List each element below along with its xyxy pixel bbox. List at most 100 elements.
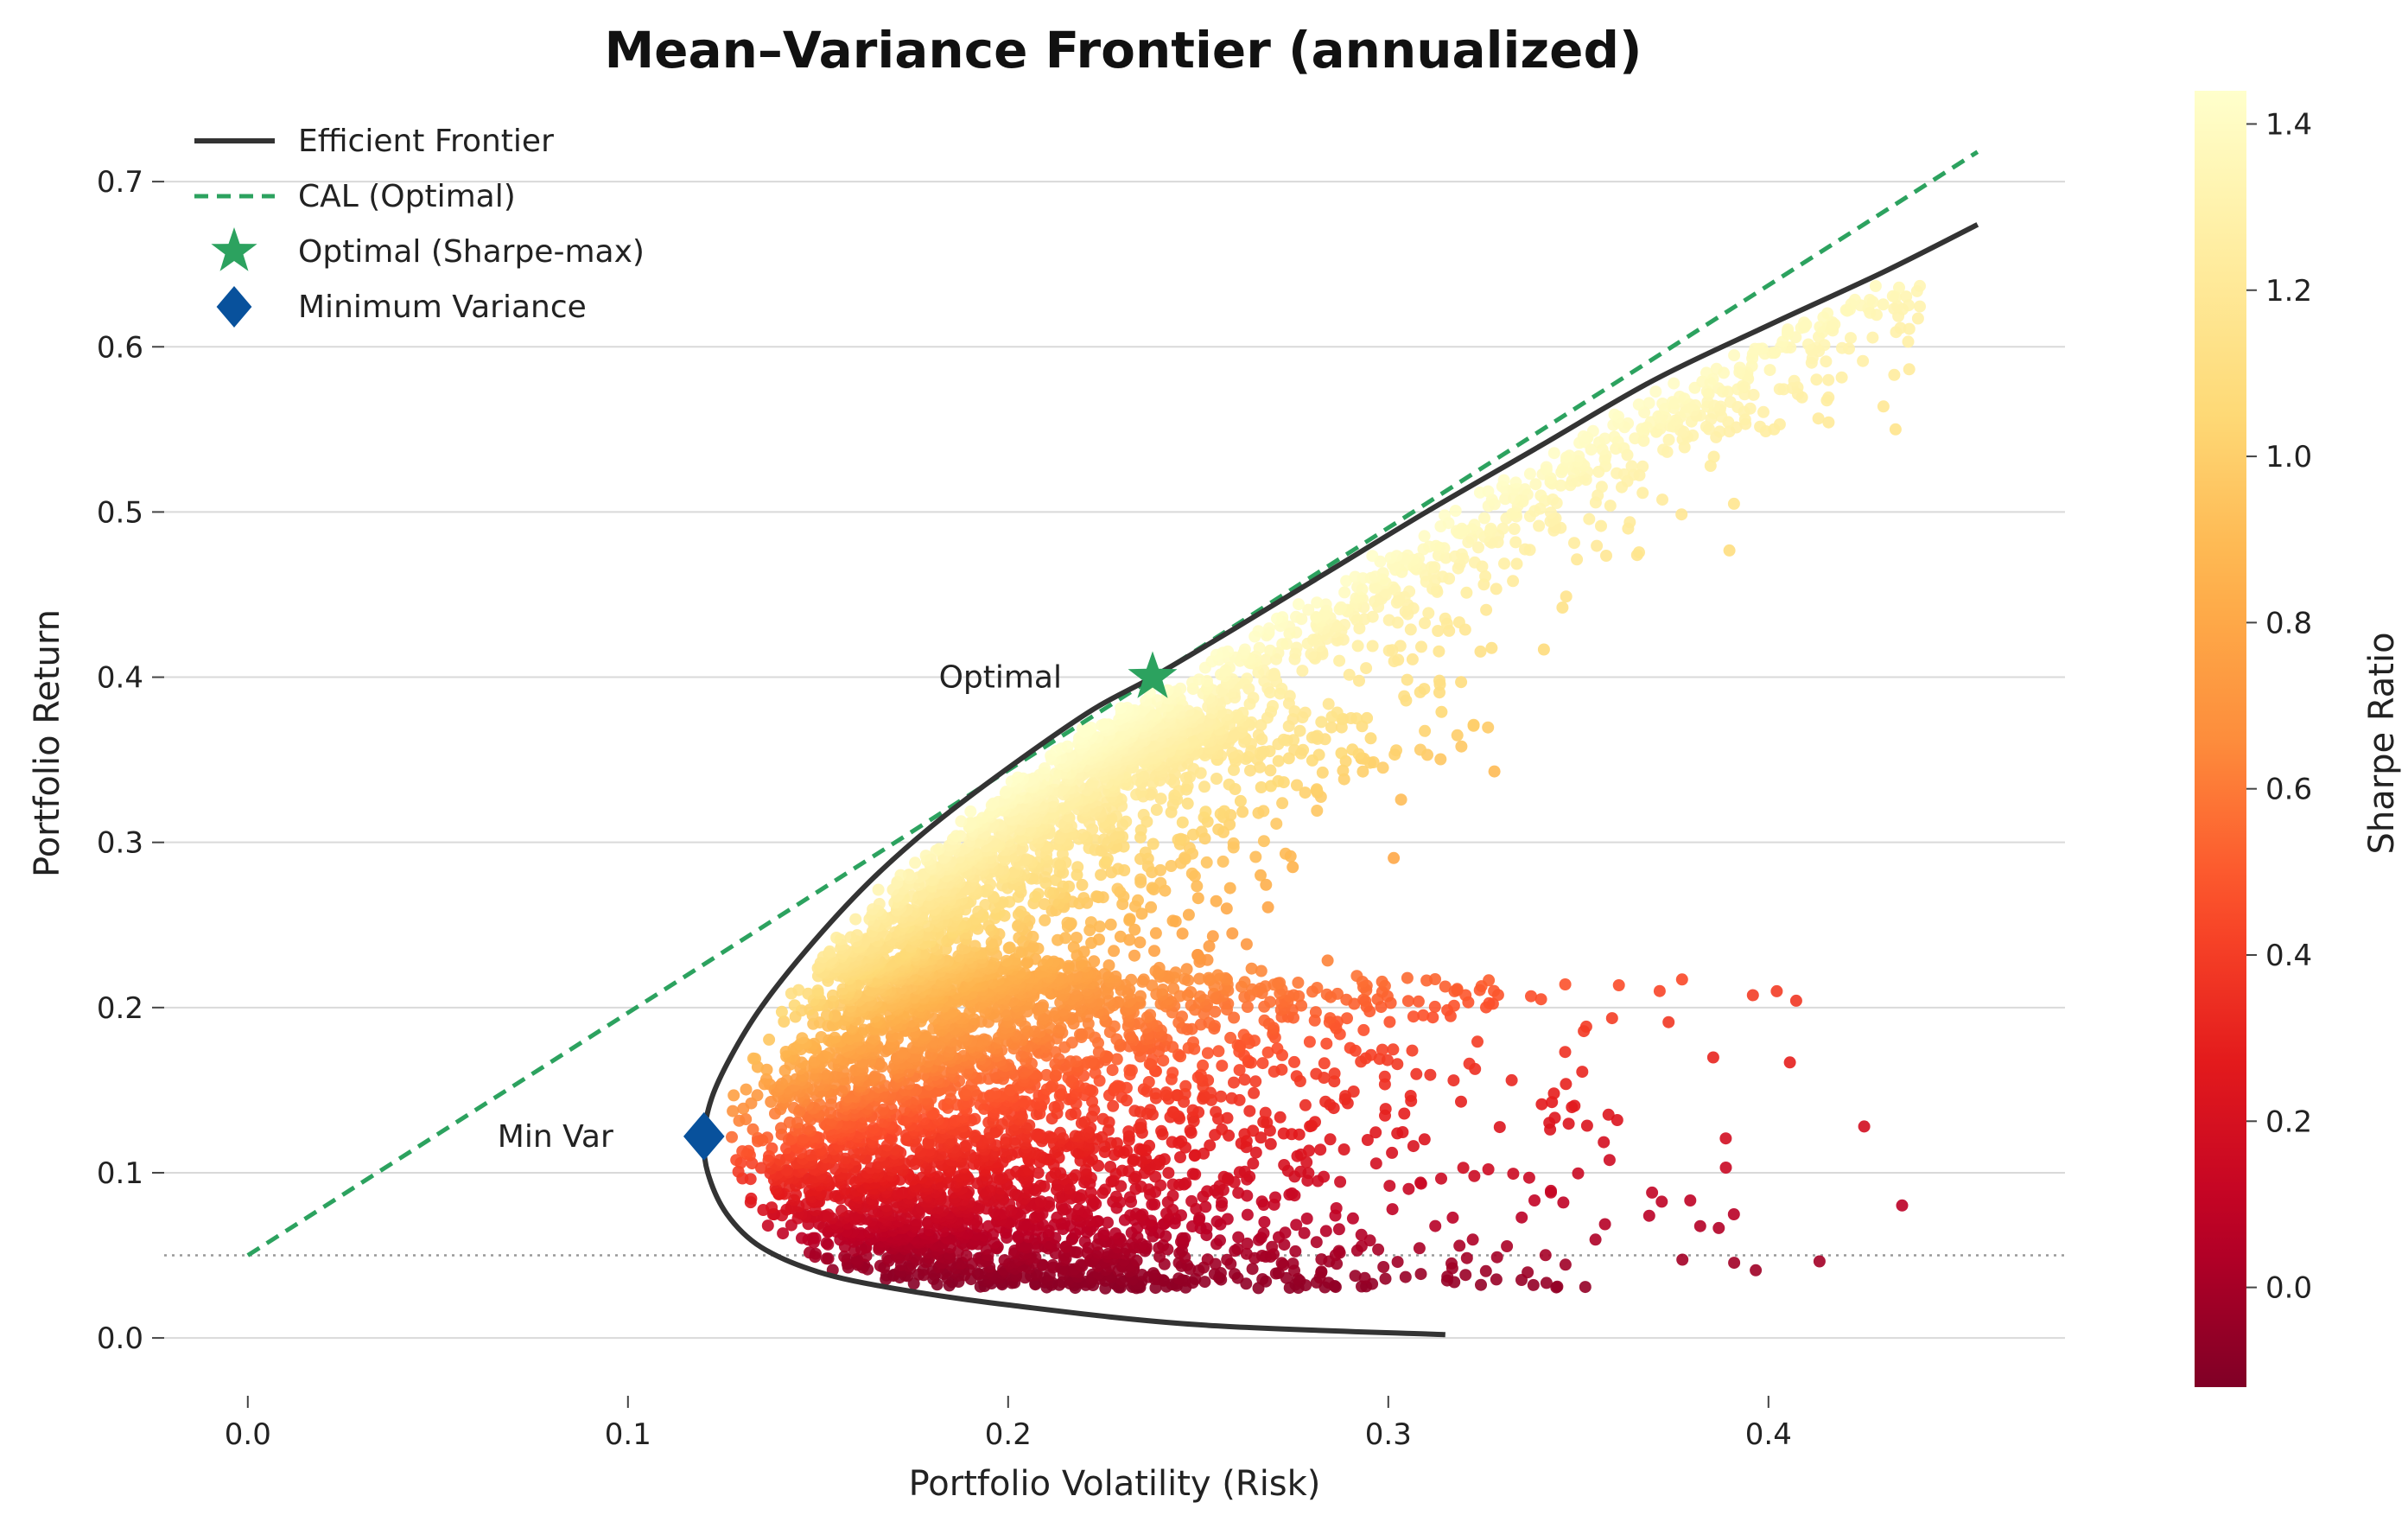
portfolio-point bbox=[1249, 1146, 1262, 1159]
portfolio-point bbox=[1034, 1195, 1047, 1208]
portfolio-point bbox=[1372, 1243, 1385, 1256]
portfolio-point bbox=[1084, 1186, 1097, 1199]
portfolio-point bbox=[1069, 1130, 1082, 1143]
portfolio-point bbox=[1810, 373, 1823, 386]
portfolio-point bbox=[1382, 644, 1395, 657]
portfolio-point bbox=[998, 1254, 1011, 1267]
portfolio-point bbox=[822, 1252, 835, 1265]
portfolio-point bbox=[867, 1122, 880, 1135]
portfolio-point bbox=[1049, 1046, 1062, 1059]
portfolio-point bbox=[1598, 1136, 1611, 1149]
portfolio-point bbox=[1355, 1228, 1368, 1241]
portfolio-point bbox=[857, 1023, 870, 1036]
portfolio-point bbox=[1095, 869, 1108, 882]
portfolio-point bbox=[1719, 1162, 1732, 1174]
portfolio-point bbox=[1568, 537, 1580, 550]
portfolio-point bbox=[1318, 1057, 1331, 1070]
portfolio-point bbox=[1402, 1182, 1415, 1195]
portfolio-point bbox=[1483, 996, 1496, 1009]
portfolio-point bbox=[1064, 1055, 1077, 1068]
portfolio-point bbox=[835, 1204, 848, 1217]
portfolio-point bbox=[1433, 674, 1445, 687]
portfolio-point bbox=[1241, 1237, 1254, 1250]
portfolio-point bbox=[1203, 939, 1216, 952]
portfolio-point bbox=[1172, 833, 1185, 846]
portfolio-point bbox=[1395, 793, 1407, 806]
portfolio-point bbox=[1115, 1164, 1128, 1177]
portfolio-point bbox=[1376, 975, 1388, 988]
portfolio-point bbox=[1889, 423, 1902, 436]
portfolio-point bbox=[1174, 1151, 1186, 1163]
portfolio-point bbox=[1560, 590, 1573, 603]
portfolio-point bbox=[1157, 1239, 1170, 1251]
portfolio-point bbox=[868, 1070, 881, 1083]
portfolio-point bbox=[1321, 954, 1334, 967]
portfolio-point bbox=[1315, 1253, 1328, 1266]
portfolio-point bbox=[1311, 805, 1324, 817]
portfolio-point bbox=[1052, 1099, 1064, 1112]
portfolio-point bbox=[1166, 1066, 1179, 1079]
portfolio-point bbox=[1390, 744, 1402, 757]
portfolio-point bbox=[1149, 926, 1162, 939]
portfolio-point bbox=[1258, 1014, 1271, 1027]
portfolio-point bbox=[1158, 1153, 1171, 1166]
scatter-points bbox=[726, 279, 1926, 1295]
portfolio-point bbox=[1061, 916, 1074, 929]
portfolio-point bbox=[1244, 764, 1256, 777]
portfolio-point bbox=[1041, 955, 1054, 968]
portfolio-point bbox=[1505, 1073, 1518, 1086]
portfolio-point bbox=[1104, 918, 1117, 931]
portfolio-point bbox=[1337, 1143, 1350, 1156]
portfolio-point bbox=[1877, 400, 1890, 413]
portfolio-point bbox=[1075, 1189, 1088, 1201]
portfolio-point bbox=[1598, 1218, 1611, 1231]
portfolio-point bbox=[1166, 914, 1179, 927]
portfolio-point bbox=[844, 931, 857, 944]
portfolio-point bbox=[1557, 1196, 1570, 1209]
portfolio-point bbox=[1556, 602, 1569, 614]
portfolio-point bbox=[1110, 1053, 1123, 1066]
portfolio-point bbox=[1457, 1162, 1470, 1175]
portfolio-point bbox=[1108, 945, 1121, 958]
portfolio-point bbox=[1623, 516, 1636, 529]
portfolio-point bbox=[1266, 1240, 1279, 1253]
portfolio-point bbox=[1264, 764, 1277, 777]
portfolio-point bbox=[777, 1227, 790, 1240]
portfolio-point bbox=[1097, 1227, 1110, 1239]
portfolio-point bbox=[1316, 766, 1329, 779]
portfolio-point bbox=[1191, 880, 1204, 893]
portfolio-point bbox=[1260, 878, 1273, 891]
portfolio-point bbox=[1215, 1090, 1228, 1103]
portfolio-point bbox=[1276, 797, 1289, 810]
portfolio-point bbox=[1290, 1219, 1303, 1232]
portfolio-point bbox=[1468, 1169, 1481, 1182]
portfolio-point bbox=[1310, 1236, 1323, 1249]
portfolio-point bbox=[1221, 1111, 1234, 1124]
portfolio-point bbox=[1420, 974, 1433, 987]
portfolio-point bbox=[1351, 640, 1364, 653]
portfolio-point bbox=[1376, 1043, 1388, 1056]
portfolio-point bbox=[1181, 797, 1194, 810]
portfolio-point bbox=[788, 999, 801, 1012]
portfolio-point bbox=[1340, 993, 1353, 1006]
portfolio-point bbox=[1480, 603, 1493, 616]
portfolio-point bbox=[1579, 1281, 1592, 1294]
portfolio-point bbox=[1246, 1263, 1259, 1276]
portfolio-point bbox=[1104, 1136, 1117, 1149]
portfolio-point bbox=[1439, 980, 1452, 993]
portfolio-point bbox=[1428, 1000, 1441, 1013]
portfolio-point bbox=[1255, 1131, 1268, 1144]
portfolio-point bbox=[1213, 1180, 1226, 1193]
portfolio-point bbox=[1277, 733, 1290, 746]
portfolio-point bbox=[1467, 718, 1480, 731]
portfolio-point bbox=[1022, 1163, 1035, 1176]
portfolio-point bbox=[1217, 855, 1229, 868]
portfolio-point bbox=[1153, 1251, 1166, 1264]
portfolio-point bbox=[1003, 941, 1016, 954]
portfolio-point bbox=[1166, 1189, 1179, 1202]
portfolio-point bbox=[1214, 1267, 1227, 1279]
portfolio-point bbox=[1194, 990, 1206, 1003]
portfolio-point bbox=[1261, 901, 1274, 914]
portfolio-point bbox=[1693, 1219, 1706, 1232]
portfolio-point bbox=[1202, 971, 1215, 984]
